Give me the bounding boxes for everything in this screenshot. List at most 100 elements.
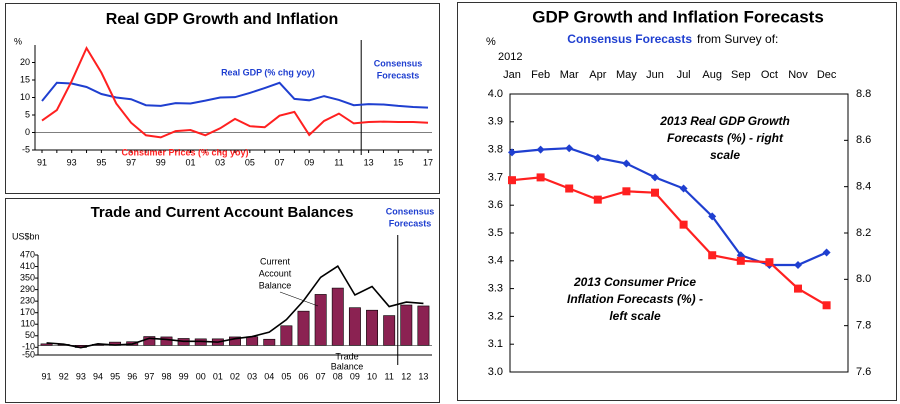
bar (280, 325, 293, 346)
marker (508, 148, 516, 157)
panel-box (5, 3, 440, 194)
x-tick-label: 13 (418, 371, 428, 381)
x-tick-label: 00 (196, 371, 206, 381)
x-tick-label: 03 (215, 157, 225, 167)
x-tick-label: 05 (281, 371, 291, 381)
series-line (511, 147, 828, 267)
leader-line (279, 291, 319, 307)
y-tick-label: 350 (20, 272, 35, 282)
y-tick-label: 0 (25, 127, 30, 137)
y-tick-label: -5 (22, 144, 30, 154)
y-tick-label: 470 (20, 249, 35, 259)
y2-tick-label: 8.0 (856, 273, 871, 285)
series-label: Inflation Forecasts (%) - (567, 292, 703, 306)
y-tick-label: 410 (20, 261, 35, 271)
bar (263, 338, 276, 346)
y-tick-label: 3.1 (488, 338, 503, 350)
x-tick-label: 99 (156, 157, 166, 167)
y-tick-label: 20 (20, 57, 30, 67)
marker (593, 153, 602, 162)
x-tick-label: Jul (677, 69, 691, 81)
x-tick-label: 97 (144, 371, 154, 381)
series-label: Current (260, 256, 291, 266)
x-tick-label: 96 (127, 371, 137, 381)
y-axis-label: US$bn (12, 231, 40, 241)
x-tick-label: 92 (59, 371, 69, 381)
x-tick-label: 01 (185, 157, 195, 167)
x-tick-label: Feb (531, 69, 550, 81)
annotation: Forecasts (389, 218, 432, 228)
series-label: scale (710, 148, 740, 162)
subtitle: from Survey of: (697, 32, 778, 46)
x-tick-label: 04 (264, 371, 274, 381)
series-label: Balance (259, 280, 292, 290)
marker (536, 173, 545, 182)
bar (331, 287, 344, 346)
y-tick-label: 3.5 (488, 227, 503, 239)
marker (651, 173, 659, 182)
bar (400, 304, 413, 346)
x-tick-label: Aug (702, 69, 722, 81)
annotation: Consensus (386, 206, 435, 216)
y2-tick-label: 8.2 (856, 227, 871, 239)
marker (679, 220, 688, 229)
y-tick-label: 290 (20, 284, 35, 294)
bar (417, 305, 430, 346)
x-tick-label: Nov (788, 69, 808, 81)
y-tick-label: 50 (25, 330, 35, 340)
x-tick-label: 91 (37, 157, 47, 167)
x-tick-label: 15 (393, 157, 403, 167)
x-tick-label: 95 (96, 157, 106, 167)
y-tick-label: 3.2 (488, 310, 503, 322)
y2-tick-label: 8.8 (856, 88, 871, 100)
chart-title: Real GDP Growth and Inflation (106, 11, 339, 28)
marker (593, 195, 602, 204)
chart-title: Trade and Current Account Balances (91, 204, 354, 221)
x-tick-label: 01 (213, 371, 223, 381)
bar (40, 343, 53, 346)
marker (794, 260, 802, 269)
marker (679, 184, 688, 193)
y-tick-label: 170 (20, 307, 35, 317)
series-line (41, 46, 429, 139)
series-line (41, 81, 429, 109)
x-tick-label: 09 (350, 371, 360, 381)
marker (622, 187, 631, 196)
subtitle: Consensus Forecasts (567, 32, 692, 46)
x-tick-label: Oct (761, 69, 778, 81)
y2-tick-label: 7.8 (856, 320, 871, 332)
legend-label: Consumer Prices (% chg yoy) (121, 147, 248, 157)
legend-label: Real GDP (% chg yoy) (221, 67, 315, 77)
x-tick-label: 03 (247, 371, 257, 381)
marker (565, 184, 574, 193)
marker (822, 248, 831, 257)
x-tick-label: 94 (93, 371, 103, 381)
bar (297, 310, 310, 346)
series-label: Trade (335, 351, 358, 361)
x-tick-label: Jan (503, 69, 521, 81)
x-tick-label: 91 (42, 371, 52, 381)
x-tick-label: 11 (385, 371, 394, 381)
series-line (511, 176, 828, 307)
x-tick-label: 11 (334, 157, 343, 167)
x-tick-label: 17 (423, 157, 433, 167)
x-axis-label: 2012 (498, 51, 522, 63)
x-tick-label: May (616, 69, 637, 81)
x-tick-label: Sep (731, 69, 751, 81)
y-axis-label: % (486, 36, 496, 48)
x-tick-label: 02 (230, 371, 240, 381)
series-label: 2013 Consumer Price (573, 275, 696, 289)
y-tick-label: 3.0 (488, 366, 503, 378)
y-tick-label: 5 (25, 109, 30, 119)
panel-box (457, 2, 897, 401)
series-label: Balance (331, 361, 364, 371)
y-tick-label: 3.9 (488, 116, 503, 128)
annotation: Forecasts (377, 70, 420, 80)
x-tick-label: 99 (179, 371, 189, 381)
y-tick-label: 3.3 (488, 283, 503, 295)
x-tick-label: 09 (304, 157, 314, 167)
x-tick-label: 98 (161, 371, 171, 381)
marker (822, 301, 831, 310)
y-tick-label: 4.0 (488, 88, 503, 100)
